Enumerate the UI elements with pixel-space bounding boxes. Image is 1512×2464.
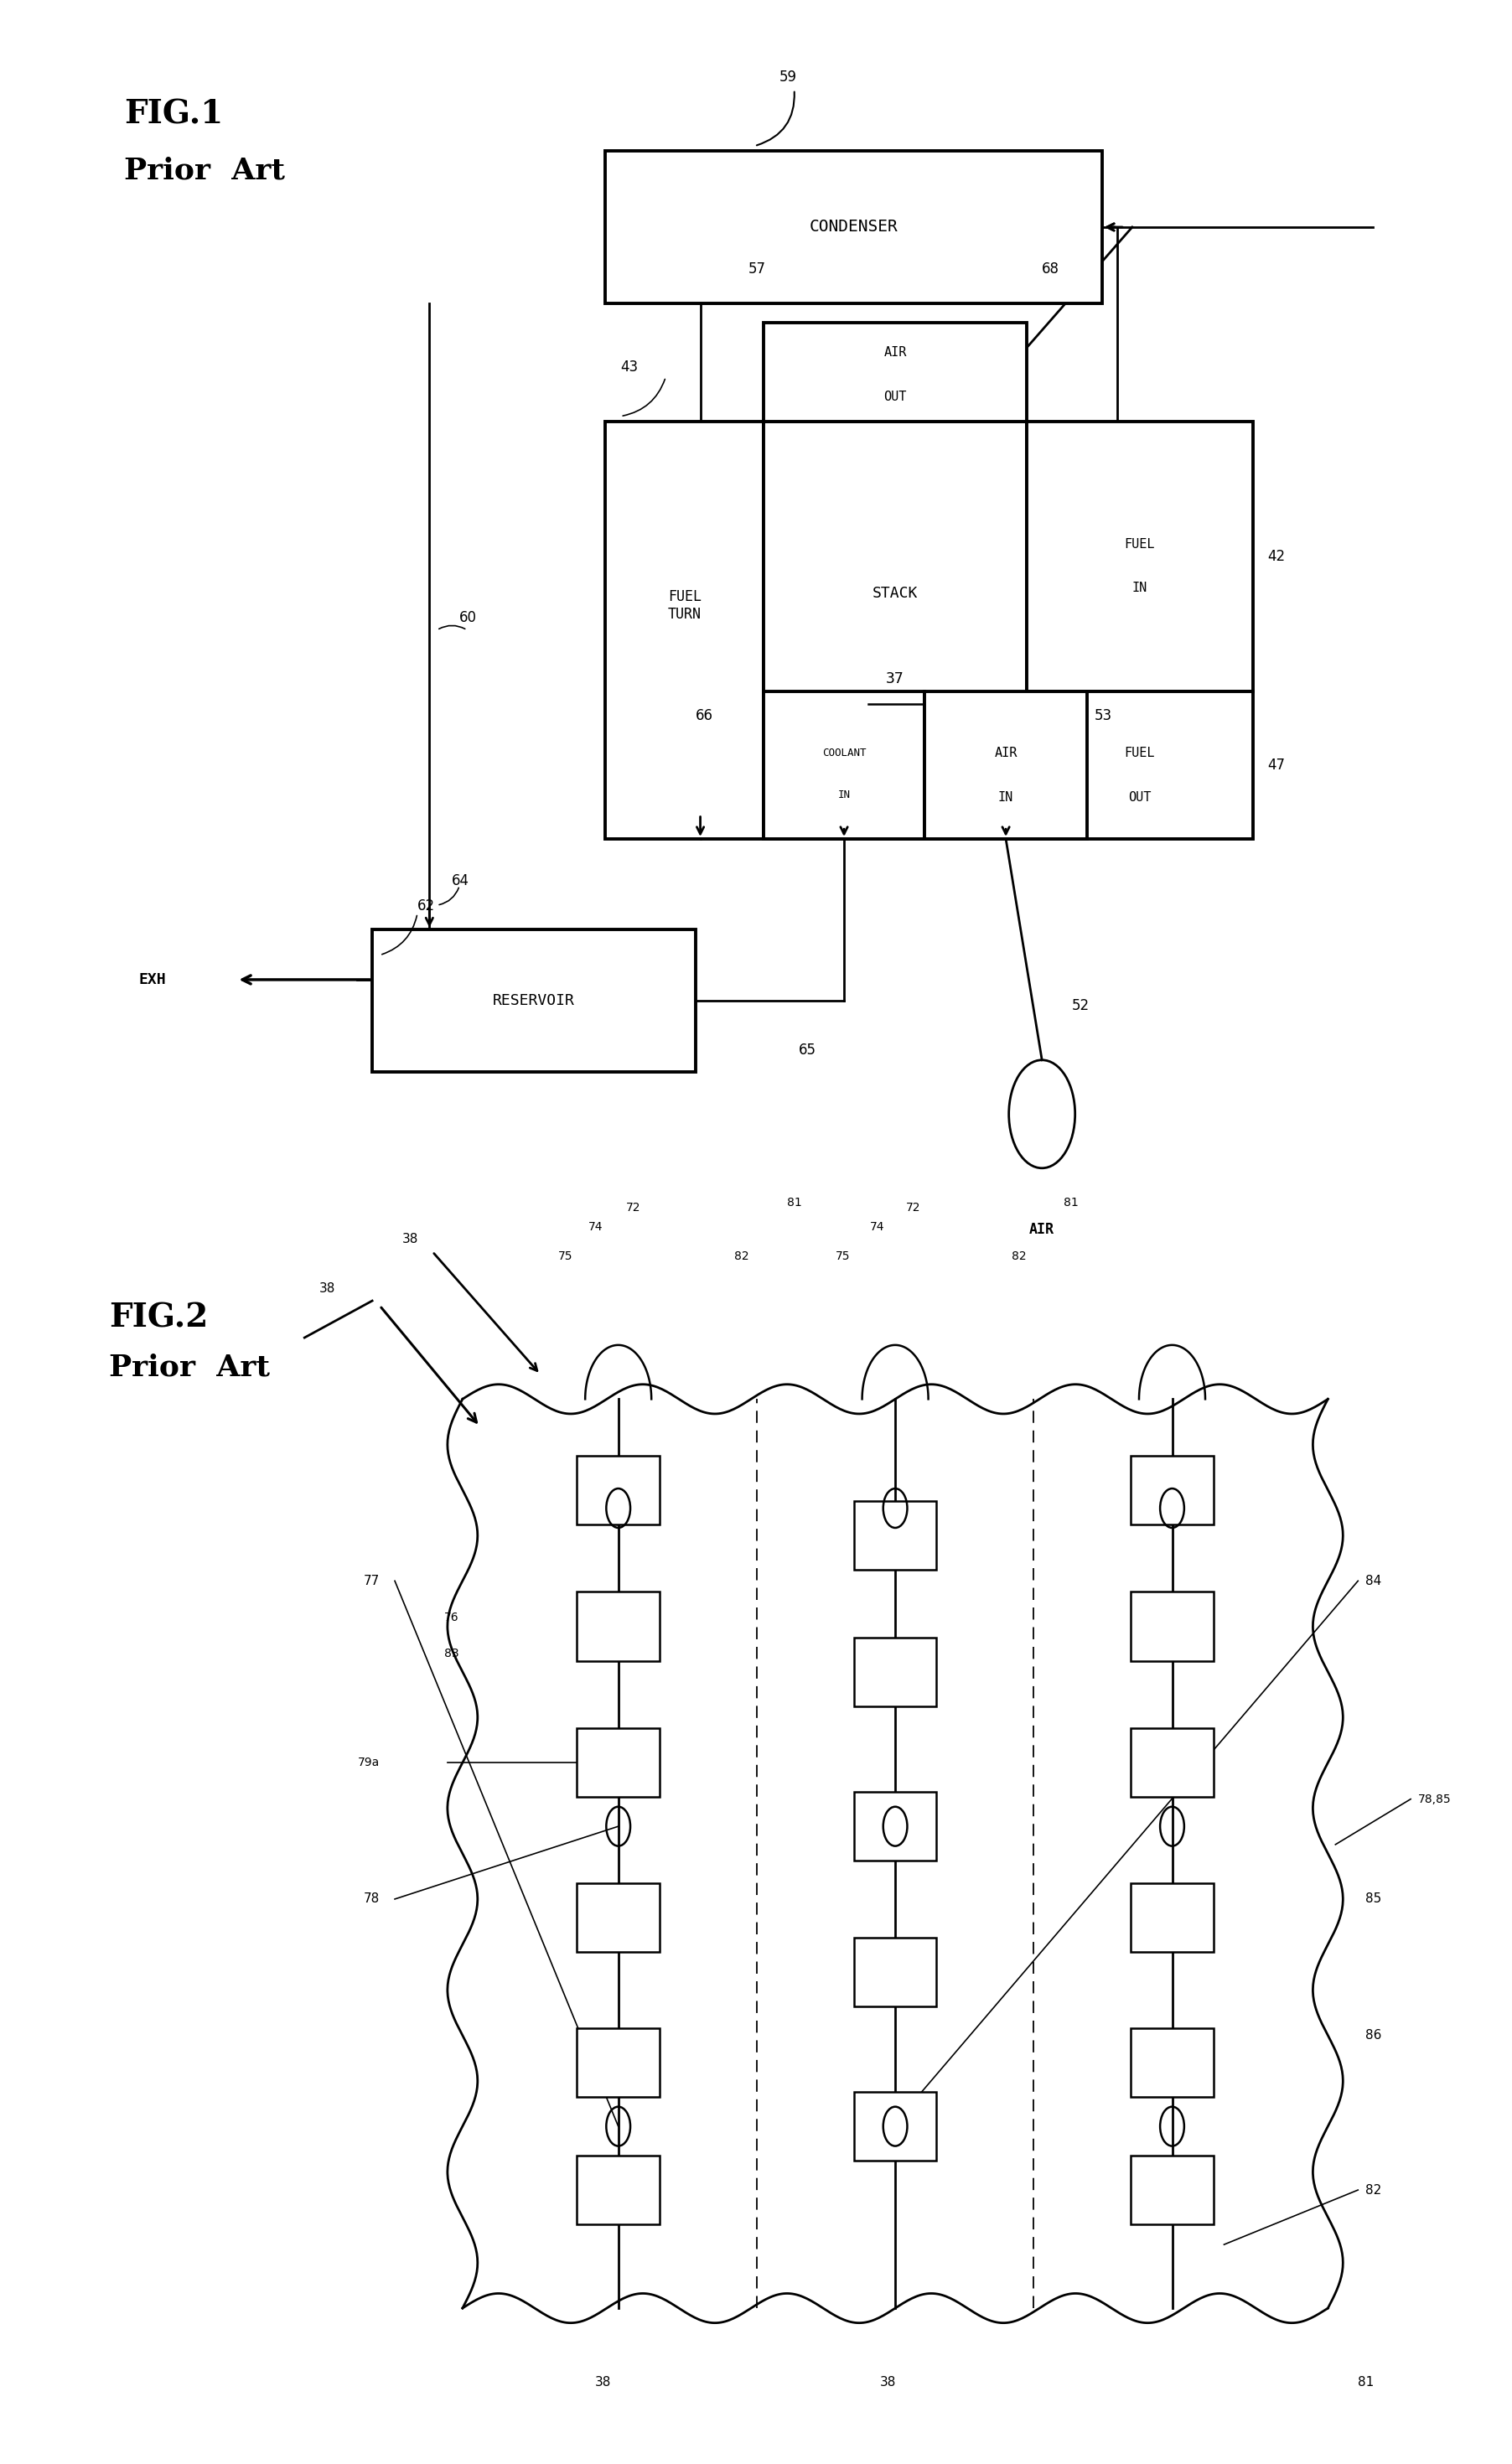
Text: 42: 42	[1267, 549, 1285, 564]
Text: 82: 82	[735, 1252, 748, 1262]
Text: AIR: AIR	[1030, 1222, 1054, 1237]
Text: 77: 77	[363, 1574, 380, 1587]
Bar	[1131, 1456, 1214, 1525]
Bar	[605, 150, 1102, 303]
Text: IN: IN	[1132, 582, 1148, 594]
Text: 82: 82	[1012, 1252, 1027, 1262]
Text: COOLANT: COOLANT	[823, 747, 866, 759]
Text: FUEL: FUEL	[1125, 747, 1155, 759]
Text: FUEL: FUEL	[1125, 537, 1155, 549]
Bar	[1131, 1592, 1214, 1661]
Text: OUT: OUT	[883, 389, 907, 404]
Bar	[1027, 421, 1252, 692]
Text: FUEL
TURN: FUEL TURN	[668, 589, 702, 621]
Bar	[372, 929, 696, 1072]
Bar	[764, 323, 1027, 421]
Text: 37: 37	[886, 673, 904, 687]
Text: 38: 38	[596, 2375, 611, 2388]
Text: 78,85: 78,85	[1418, 1794, 1452, 1806]
Text: 43: 43	[620, 360, 638, 375]
Text: 85: 85	[1365, 1892, 1382, 1905]
Text: 84: 84	[1365, 1574, 1382, 1587]
Bar	[605, 421, 764, 838]
Text: IN: IN	[998, 791, 1013, 803]
Text: 62: 62	[417, 899, 435, 914]
Text: 64: 64	[452, 872, 470, 887]
Bar	[1131, 1882, 1214, 1951]
Text: 78: 78	[363, 1892, 380, 1905]
Text: 75: 75	[558, 1252, 573, 1262]
Text: STACK: STACK	[872, 586, 918, 601]
Text: AIR: AIR	[995, 747, 1018, 759]
Text: 72: 72	[906, 1202, 921, 1212]
Bar	[1131, 2156, 1214, 2225]
Text: 53: 53	[1095, 710, 1113, 724]
Text: 59: 59	[779, 69, 797, 84]
Bar	[854, 2092, 936, 2161]
Text: 68: 68	[1042, 261, 1060, 276]
Text: 38: 38	[880, 2375, 895, 2388]
Text: RESERVOIR: RESERVOIR	[493, 993, 575, 1008]
Bar	[854, 1791, 936, 1860]
Text: 75: 75	[835, 1252, 850, 1262]
Bar	[1131, 1727, 1214, 1796]
Text: 82: 82	[1365, 2183, 1382, 2195]
Bar	[764, 421, 1027, 838]
Text: 81: 81	[1358, 2375, 1374, 2388]
Text: 38: 38	[319, 1281, 336, 1294]
Bar	[854, 1501, 936, 1570]
Text: 79a: 79a	[358, 1757, 380, 1769]
Bar	[854, 1937, 936, 2006]
Bar	[924, 692, 1087, 838]
Text: IN: IN	[838, 788, 850, 801]
Text: FIG.2: FIG.2	[109, 1301, 209, 1333]
Text: 81: 81	[786, 1198, 801, 1207]
Text: OUT: OUT	[1128, 791, 1151, 803]
Bar	[578, 1882, 659, 1951]
Text: 60: 60	[460, 611, 478, 626]
Text: Prior  Art: Prior Art	[109, 1353, 269, 1382]
Bar	[1131, 2028, 1214, 2097]
Text: FIG.1: FIG.1	[124, 99, 222, 131]
Text: 57: 57	[748, 261, 767, 276]
Text: 74: 74	[869, 1222, 885, 1232]
Bar	[578, 1592, 659, 1661]
Bar	[578, 1456, 659, 1525]
Text: 47: 47	[1267, 756, 1285, 774]
Text: 76: 76	[445, 1611, 460, 1624]
Text: 83: 83	[445, 1648, 460, 1658]
Bar	[764, 692, 924, 838]
Bar	[578, 2156, 659, 2225]
Text: 65: 65	[798, 1042, 816, 1057]
Bar	[1027, 692, 1252, 838]
Text: 66: 66	[696, 710, 714, 724]
Text: 72: 72	[626, 1202, 641, 1212]
Text: EXH: EXH	[139, 973, 166, 988]
Bar	[854, 1639, 936, 1705]
Text: 86: 86	[1365, 2030, 1382, 2043]
Text: 38: 38	[402, 1232, 419, 1247]
Text: 52: 52	[1072, 998, 1090, 1013]
Text: CONDENSER: CONDENSER	[809, 219, 898, 234]
Text: AIR: AIR	[883, 345, 907, 360]
Bar	[578, 1727, 659, 1796]
Text: Prior  Art: Prior Art	[124, 155, 284, 185]
Text: 81: 81	[1064, 1198, 1078, 1207]
Bar	[578, 2028, 659, 2097]
Text: 74: 74	[588, 1222, 603, 1232]
